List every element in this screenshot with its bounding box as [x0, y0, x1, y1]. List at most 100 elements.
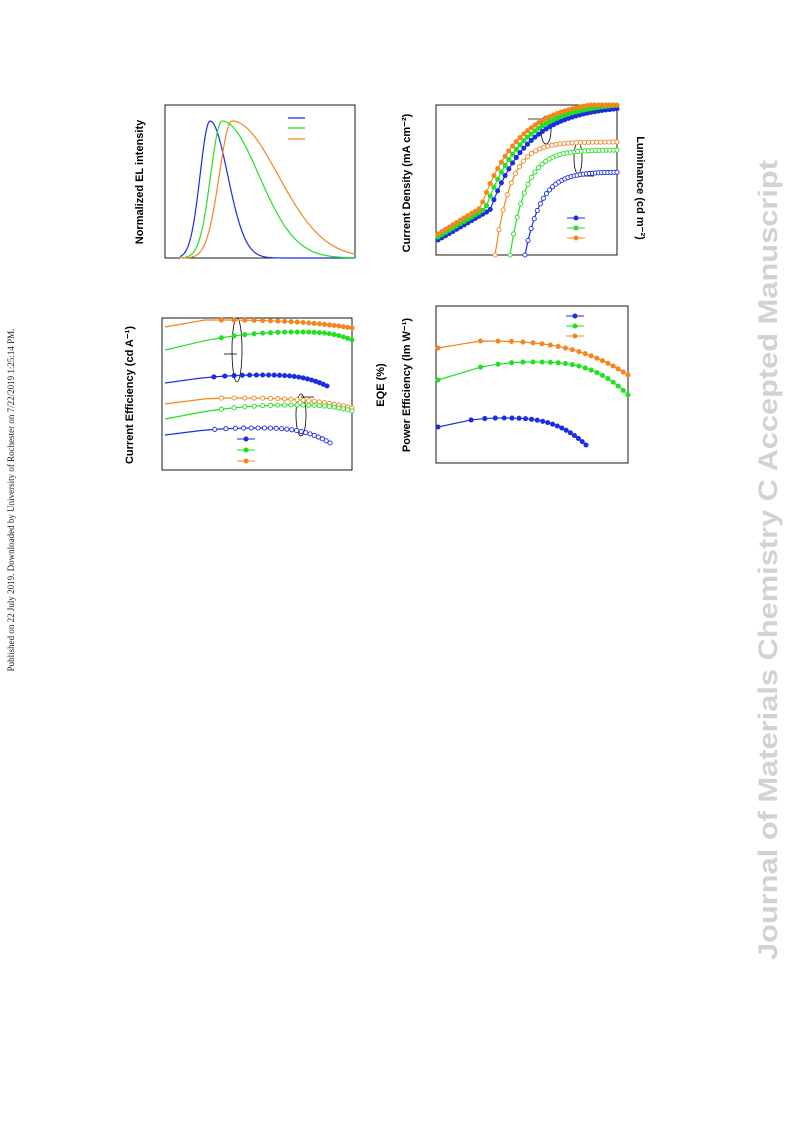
marker: [294, 319, 300, 325]
curve: [437, 417, 587, 446]
axis-label: Current Density (mA cm⁻²): [401, 113, 413, 252]
marker: [498, 169, 504, 175]
marker: [501, 415, 507, 421]
marker: [288, 329, 294, 335]
marker: [260, 403, 266, 409]
marker: [572, 333, 578, 339]
marker: [530, 340, 536, 346]
marker: [539, 117, 545, 123]
marker: [251, 403, 257, 409]
marker: [260, 395, 266, 401]
marker: [576, 349, 582, 355]
marker: [243, 447, 249, 453]
marker: [336, 323, 342, 329]
marker: [504, 192, 510, 198]
marker: [573, 235, 579, 241]
marker: [502, 162, 508, 169]
marker: [311, 329, 317, 335]
marker: [331, 404, 337, 410]
marker: [435, 424, 441, 430]
marker: [483, 189, 490, 195]
marker: [557, 141, 563, 147]
marker: [573, 140, 579, 146]
marker: [620, 369, 626, 375]
marker: [306, 398, 312, 404]
marker: [536, 131, 542, 137]
marker: [500, 207, 506, 213]
marker: [267, 425, 274, 431]
marker: [294, 397, 300, 403]
marker: [291, 373, 297, 380]
marker: [537, 201, 543, 207]
marker: [605, 376, 611, 382]
marker: [331, 322, 337, 329]
marker: [336, 405, 342, 411]
marker: [286, 373, 293, 379]
marker: [267, 330, 274, 336]
marker: [602, 139, 608, 145]
marker: [543, 126, 549, 132]
marker: [573, 215, 579, 221]
marker: [461, 215, 467, 221]
marker: [218, 406, 224, 412]
marker: [539, 161, 545, 167]
marker: [559, 425, 565, 431]
marker: [614, 102, 620, 108]
marker: [277, 372, 283, 378]
marker: [577, 139, 583, 146]
axis-label: Luminance (cd m⁻²): [634, 136, 646, 240]
marker: [513, 154, 519, 161]
marker: [491, 197, 497, 203]
curve: [179, 120, 355, 259]
marker: [267, 402, 274, 408]
marker: [513, 139, 519, 145]
marker: [572, 323, 578, 329]
marker: [520, 339, 526, 345]
marker: [242, 404, 248, 410]
marker: [294, 329, 300, 335]
panel-frame: [161, 317, 353, 471]
marker: [275, 396, 281, 402]
marker: [251, 395, 257, 401]
axis-label: Power Efficiency (lm W⁻¹): [401, 318, 413, 452]
marker: [491, 184, 497, 190]
marker: [316, 321, 322, 327]
marker: [469, 210, 475, 216]
marker: [562, 361, 569, 367]
marker: [550, 421, 556, 427]
marker: [502, 153, 508, 159]
panel-frame: [164, 104, 356, 259]
marker: [567, 430, 573, 436]
marker: [599, 372, 606, 378]
marker: [506, 156, 512, 163]
marker: [571, 432, 577, 439]
marker: [563, 427, 569, 433]
curve: [179, 120, 356, 259]
marker: [540, 418, 546, 424]
marker: [340, 334, 346, 340]
marker: [231, 333, 237, 339]
marker: [614, 139, 620, 145]
marker: [300, 375, 306, 381]
marker: [549, 142, 555, 148]
marker: [218, 335, 224, 341]
marker: [284, 426, 290, 432]
marker: [539, 341, 545, 347]
marker: [435, 345, 441, 351]
marker: [521, 131, 527, 137]
marker: [435, 231, 441, 237]
marker: [487, 193, 493, 199]
side-note: Published on 22 July 2019. Downloaded by…: [6, 329, 16, 672]
marker: [457, 217, 463, 223]
marker: [569, 347, 575, 353]
marker: [349, 337, 355, 343]
marker: [311, 398, 317, 404]
marker: [316, 403, 322, 409]
marker: [319, 436, 325, 442]
marker: [495, 165, 501, 172]
marker: [326, 331, 332, 337]
marker: [260, 318, 266, 324]
marker: [279, 426, 285, 432]
marker: [491, 173, 497, 179]
marker: [311, 402, 317, 408]
